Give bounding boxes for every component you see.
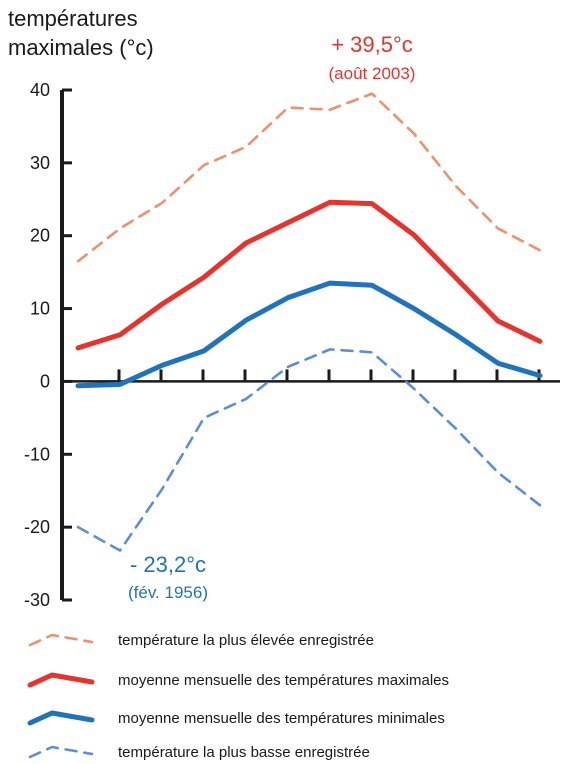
y-axis-title-line2: maximales (°c) bbox=[8, 35, 154, 60]
legend-swatch-1 bbox=[28, 633, 94, 647]
series-line-2 bbox=[75, 199, 543, 351]
max-record-date: (août 2003) bbox=[329, 64, 416, 83]
y-tick-label: -20 bbox=[24, 517, 50, 537]
y-tick-label: 10 bbox=[30, 299, 50, 319]
series-lines bbox=[75, 92, 543, 552]
y-tick-label: -30 bbox=[24, 590, 50, 610]
legend-label-3: moyenne mensuelle des températures minim… bbox=[118, 710, 445, 727]
legend-swatch-3 bbox=[27, 710, 95, 726]
series-line-4 bbox=[76, 348, 542, 552]
legend-label-2: moyenne mensuelle des températures maxim… bbox=[118, 672, 449, 689]
y-tick-label: 20 bbox=[30, 226, 50, 246]
y-tick-label: -10 bbox=[24, 444, 50, 464]
min-record-value: - 23,2°c bbox=[130, 552, 206, 577]
series-line-1 bbox=[76, 92, 542, 263]
max-record-value: + 39,5°c bbox=[331, 32, 413, 57]
legend-label-1: température la plus élevée enregistrée bbox=[118, 632, 374, 649]
y-tick-label: 40 bbox=[30, 80, 50, 100]
axes: 40 30 20 10 0 -10 -20 -30 bbox=[24, 80, 560, 610]
series-line-3 bbox=[75, 280, 543, 389]
min-record-date: (fév. 1956) bbox=[128, 583, 208, 602]
legend-swatch-2 bbox=[27, 672, 95, 688]
legend: température la plus élevée enregistrée mo… bbox=[27, 632, 449, 761]
y-tick-label: 0 bbox=[40, 371, 50, 391]
y-tick-label: 30 bbox=[30, 153, 50, 173]
legend-swatch-4 bbox=[28, 745, 94, 759]
legend-label-4: température la plus basse enregistrée bbox=[118, 744, 370, 761]
y-axis-title-line1: températures bbox=[8, 6, 138, 31]
